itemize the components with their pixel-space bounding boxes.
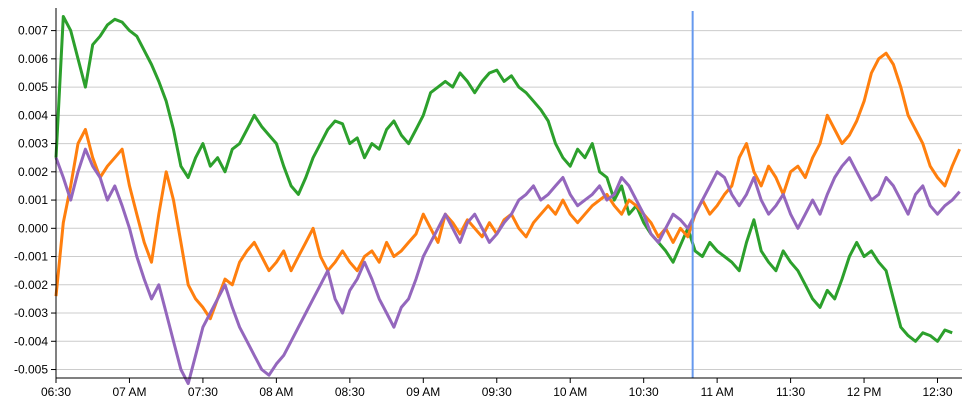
x-tick-label: 12:30 xyxy=(922,385,952,399)
x-tick-label: 12 PM xyxy=(847,385,882,399)
y-tick-label: 0.003 xyxy=(18,137,48,151)
y-tick-label: -0.005 xyxy=(14,363,48,377)
y-tick-label: -0.004 xyxy=(14,334,48,348)
x-tick-label: 09 AM xyxy=(406,385,440,399)
y-tick-label: 0.002 xyxy=(18,165,48,179)
x-tick-label: 09:30 xyxy=(482,385,512,399)
axes: 0.007 0.006 0.005 0.004 0.003 0.002 0.001 0.000… xyxy=(14,8,962,399)
x-tick-label: 08 AM xyxy=(259,385,293,399)
series-lines xyxy=(54,15,961,386)
y-tick-label: 0.001 xyxy=(18,193,48,207)
x-tick-label: 11:30 xyxy=(776,385,805,399)
series-line-purple xyxy=(54,147,961,386)
x-tick-label: 07:30 xyxy=(188,385,218,399)
x-tick-label: 11 AM xyxy=(701,385,734,399)
series-line-green xyxy=(54,15,953,343)
y-tick-label: -0.002 xyxy=(14,278,48,292)
y-tick-label: 0.004 xyxy=(18,108,48,122)
x-tick-label: 10:30 xyxy=(629,385,659,399)
y-tick-label: 0.005 xyxy=(18,80,48,94)
y-tick-label: 0.000 xyxy=(18,221,48,235)
y-tick-label: -0.003 xyxy=(14,306,48,320)
x-tick-label: 07 AM xyxy=(112,385,146,399)
x-tick-label: 08:30 xyxy=(335,385,365,399)
y-tick-label: -0.001 xyxy=(14,250,48,264)
x-tick-label: 06:30 xyxy=(41,385,71,399)
series-line-orange xyxy=(54,51,961,321)
x-tick-label: 10 AM xyxy=(553,385,587,399)
y-tick-label: 0.006 xyxy=(18,52,48,66)
y-tick-label: 0.007 xyxy=(18,24,48,38)
